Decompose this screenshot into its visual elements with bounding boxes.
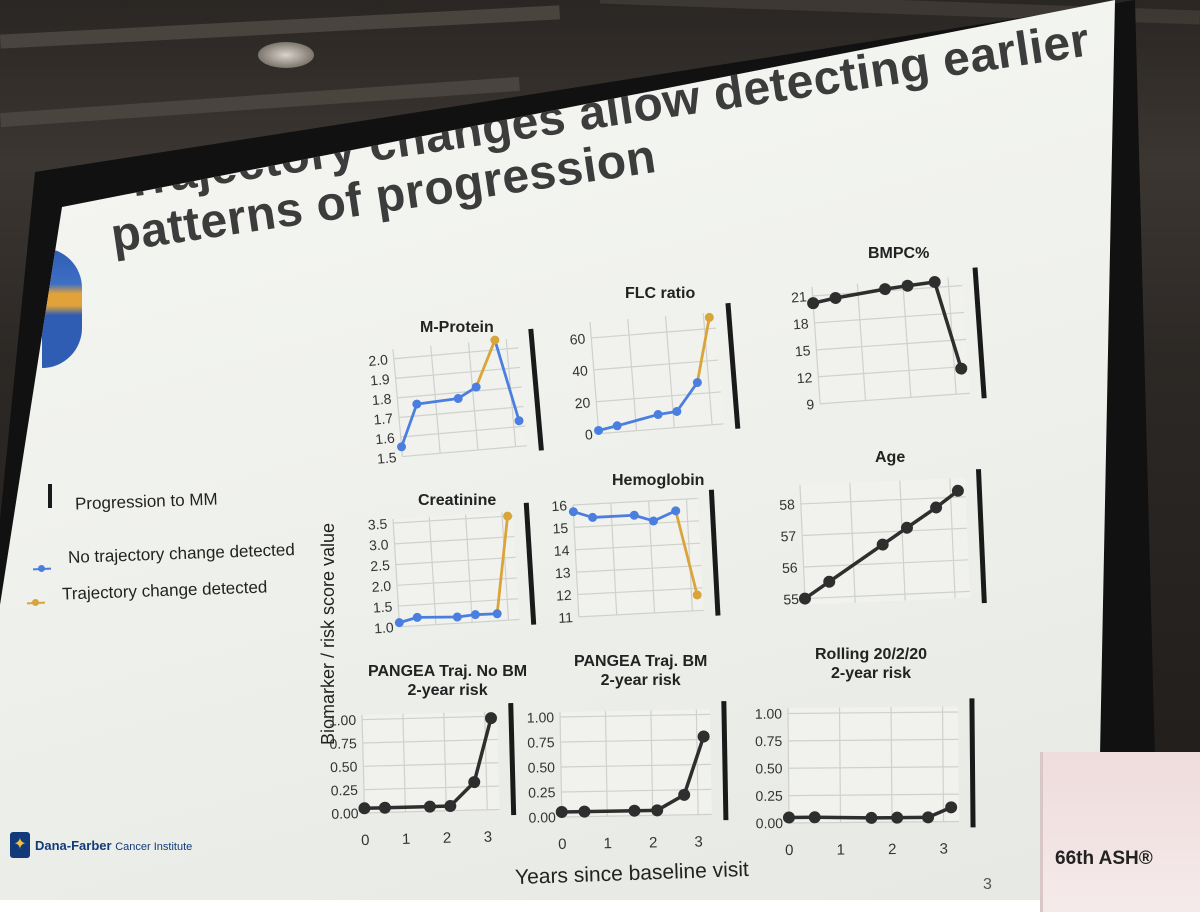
series-segment [815,817,872,819]
y-tick-label: 1.00 [755,706,783,722]
y-tick-label: 1.9 [369,371,390,389]
y-tick-label: 18 [792,315,809,332]
progression-marker [978,469,984,603]
progression-marker [711,490,718,616]
x-tick-label: 2 [649,834,658,851]
y-tick-label: 1.5 [376,449,397,467]
y-tick-label: 0.75 [755,733,783,749]
progression-marker [511,703,514,815]
data-point [865,812,877,824]
y-tick-label: 21 [791,288,808,305]
plot-area [560,709,712,817]
event-banner-text: 66th ASH® [1055,848,1153,870]
y-tick-label: 0.75 [527,734,555,750]
y-tick-label: 1.6 [375,430,396,448]
chart-panel: 1.51.6 1.7 1.81.9 2.0 [367,329,542,467]
x-tick-label: 1 [837,842,845,859]
institute-name-main: Dana-Farber [35,838,112,853]
y-tick-label: 11 [558,609,574,626]
page-number: 3 [983,876,992,894]
y-tick-label: 1.00 [329,712,357,729]
progression-marker [531,329,542,451]
y-tick-label: 1.8 [371,390,392,408]
y-tick-label: 0.25 [528,784,556,800]
chart-panel: 0.00 0.25 0.50 0.75 1.00 0 1 2 3 [329,703,515,850]
y-tick-label: 16 [551,497,568,514]
x-tick-label: 0 [558,836,567,853]
plot-area [393,512,519,627]
y-tick-label: 14 [553,542,570,559]
chart-panel: 1.0 1.5 2.0 2.5 3.0 3.5 [367,503,534,637]
progression-marker [526,503,533,625]
y-tick-label: 2.0 [368,351,389,369]
y-tick-label: 0.00 [756,815,784,831]
ceiling-light [258,42,314,68]
data-point [945,801,957,813]
x-tick-label: 2 [888,841,896,858]
y-tick-label: 40 [572,362,589,379]
x-tick-label: 1 [603,835,612,852]
y-tick-label: 56 [782,559,798,576]
x-tick-label: 1 [402,831,411,848]
y-tick-label: 57 [780,528,796,545]
x-tick-label: 3 [694,834,703,851]
y-tick-label: 2.0 [371,578,392,595]
y-tick-label: 20 [574,394,591,411]
progression-marker [728,303,738,429]
progression-marker [724,701,726,820]
y-tick-label: 0.50 [755,760,783,776]
y-tick-label: 1.5 [372,598,393,615]
y-tick-label: 60 [569,330,586,347]
chart-panel: 0.00 0.25 0.50 0.75 1.00 0 1 2 3 [527,701,727,853]
chart-panel: 11 12 13 14 15 16 [551,490,718,626]
y-tick-label: 0.25 [331,782,359,799]
institute-name-sub: Cancer Institute [115,841,192,853]
y-tick-label: 0.75 [329,735,357,752]
y-tick-label: 13 [555,564,572,581]
y-tick-label: 0.25 [755,788,783,804]
y-tick-label: 9 [806,396,815,413]
y-tick-label: 12 [796,369,813,386]
series-segment [584,811,634,812]
y-tick-label: 2.5 [370,557,391,574]
dfci-emblem-icon: ✦ [10,832,30,858]
y-tick-label: 0.50 [528,759,556,775]
y-tick-label: 58 [779,496,795,513]
chart-panel: 55 56 57 58 [778,469,984,612]
x-tick-label: 3 [940,841,948,858]
data-point [783,811,795,823]
chart-panel: 0.00 0.25 0.50 0.75 1.00 0 1 2 3 [755,698,974,859]
x-tick-label: 3 [484,829,493,846]
x-tick-label: 0 [785,842,793,859]
data-point [809,811,821,823]
data-point [891,812,903,824]
y-tick-label: 0.00 [331,805,359,822]
chart-panel: 9 12 15 18 21 [790,268,984,414]
x-tick-label: 2 [443,830,452,847]
y-tick-label: 1.00 [527,709,555,725]
progression-marker [972,698,973,827]
y-tick-label: 55 [783,591,799,608]
progression-marker [975,268,984,399]
plot-area [788,707,959,823]
series-segment [385,807,430,808]
x-tick-label: 0 [361,832,370,849]
y-tick-label: 0.00 [528,809,556,825]
y-tick-label: 0 [584,426,593,443]
event-banner-card [1040,752,1200,912]
chart-panel: 0 20 40 60 [568,303,738,443]
y-tick-label: 1.0 [374,619,395,636]
y-tick-label: 3.0 [369,536,390,553]
y-tick-label: 15 [794,342,811,359]
y-tick-label: 1.7 [373,410,394,428]
y-tick-label: 12 [556,587,573,604]
institute-logo: ✦ Dana-Farber Cancer Institute [10,832,192,858]
institute-name: Dana-Farber Cancer Institute [35,838,192,853]
y-tick-label: 3.5 [367,516,388,533]
y-tick-label: 15 [552,520,569,537]
data-point [922,811,934,823]
y-tick-label: 0.50 [330,758,358,775]
